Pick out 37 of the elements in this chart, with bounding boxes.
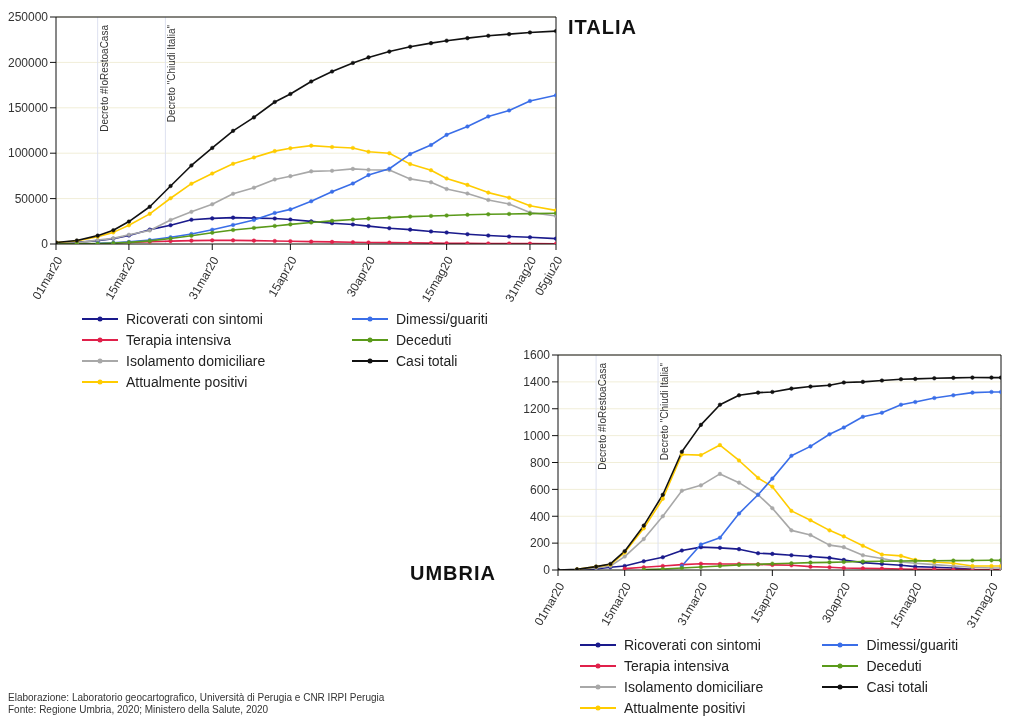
legend-label: Terapia intensiva — [624, 657, 730, 674]
text: ITALIA — [568, 16, 637, 39]
y-tick-label: 800 — [529, 455, 551, 470]
legend-label: Terapia intensiva — [126, 331, 232, 348]
y-tick-label: 200000 — [7, 55, 49, 70]
legend-label: Dimessi/guariti — [396, 310, 488, 327]
legend-label: Isolamento domiciliare — [624, 678, 764, 695]
y-tick-label: 250000 — [7, 10, 49, 25]
legend-label: Isolamento domiciliare — [126, 352, 266, 369]
legend-label: Deceduti — [396, 331, 452, 348]
y-tick-label: 1600 — [523, 348, 551, 363]
y-tick-label: 200 — [529, 536, 551, 551]
legend-label: Deceduti — [866, 657, 922, 674]
legend-label: Attualmente positivi — [126, 373, 248, 390]
y-tick-label: 0 — [41, 237, 49, 252]
text: Elaborazione: Laboratorio geocartografico, Università di Perugia e CNR IRPI Perugia — [8, 692, 385, 704]
y-tick-label: 600 — [529, 482, 551, 497]
y-tick-label: 100000 — [7, 146, 49, 161]
legend-label: Ricoverati con sintomi — [126, 310, 263, 327]
text: UMBRIA — [410, 562, 496, 585]
y-tick-label: 400 — [529, 509, 551, 524]
ref-line-label: Decreto "Chiudi Italia" — [166, 24, 178, 123]
legend-label: Dimessi/guariti — [866, 636, 959, 653]
legend-label: Attualmente positivi — [624, 699, 746, 716]
y-tick-label: 1000 — [523, 428, 551, 443]
ref-line-label: Decreto "Chiudi Italia" — [659, 362, 671, 461]
y-tick-label: 50000 — [14, 191, 49, 206]
ref-line-label: Decreto #IoRestoaCasa — [597, 362, 609, 470]
y-tick-label: 1400 — [523, 375, 551, 390]
y-tick-label: 150000 — [7, 101, 49, 116]
legend-label: Casi totali — [396, 352, 458, 369]
legend-label: Casi totali — [866, 678, 928, 695]
ref-line-label: Decreto #IoRestoaCasa — [98, 24, 110, 132]
source-note: Fonte: Regione Umbria, 2020; Ministero della Salute, 2020 — [8, 704, 270, 716]
y-tick-label: 0 — [543, 563, 551, 578]
y-tick-label: 1200 — [523, 402, 551, 417]
legend-label: Ricoverati con sintomi — [624, 636, 761, 653]
